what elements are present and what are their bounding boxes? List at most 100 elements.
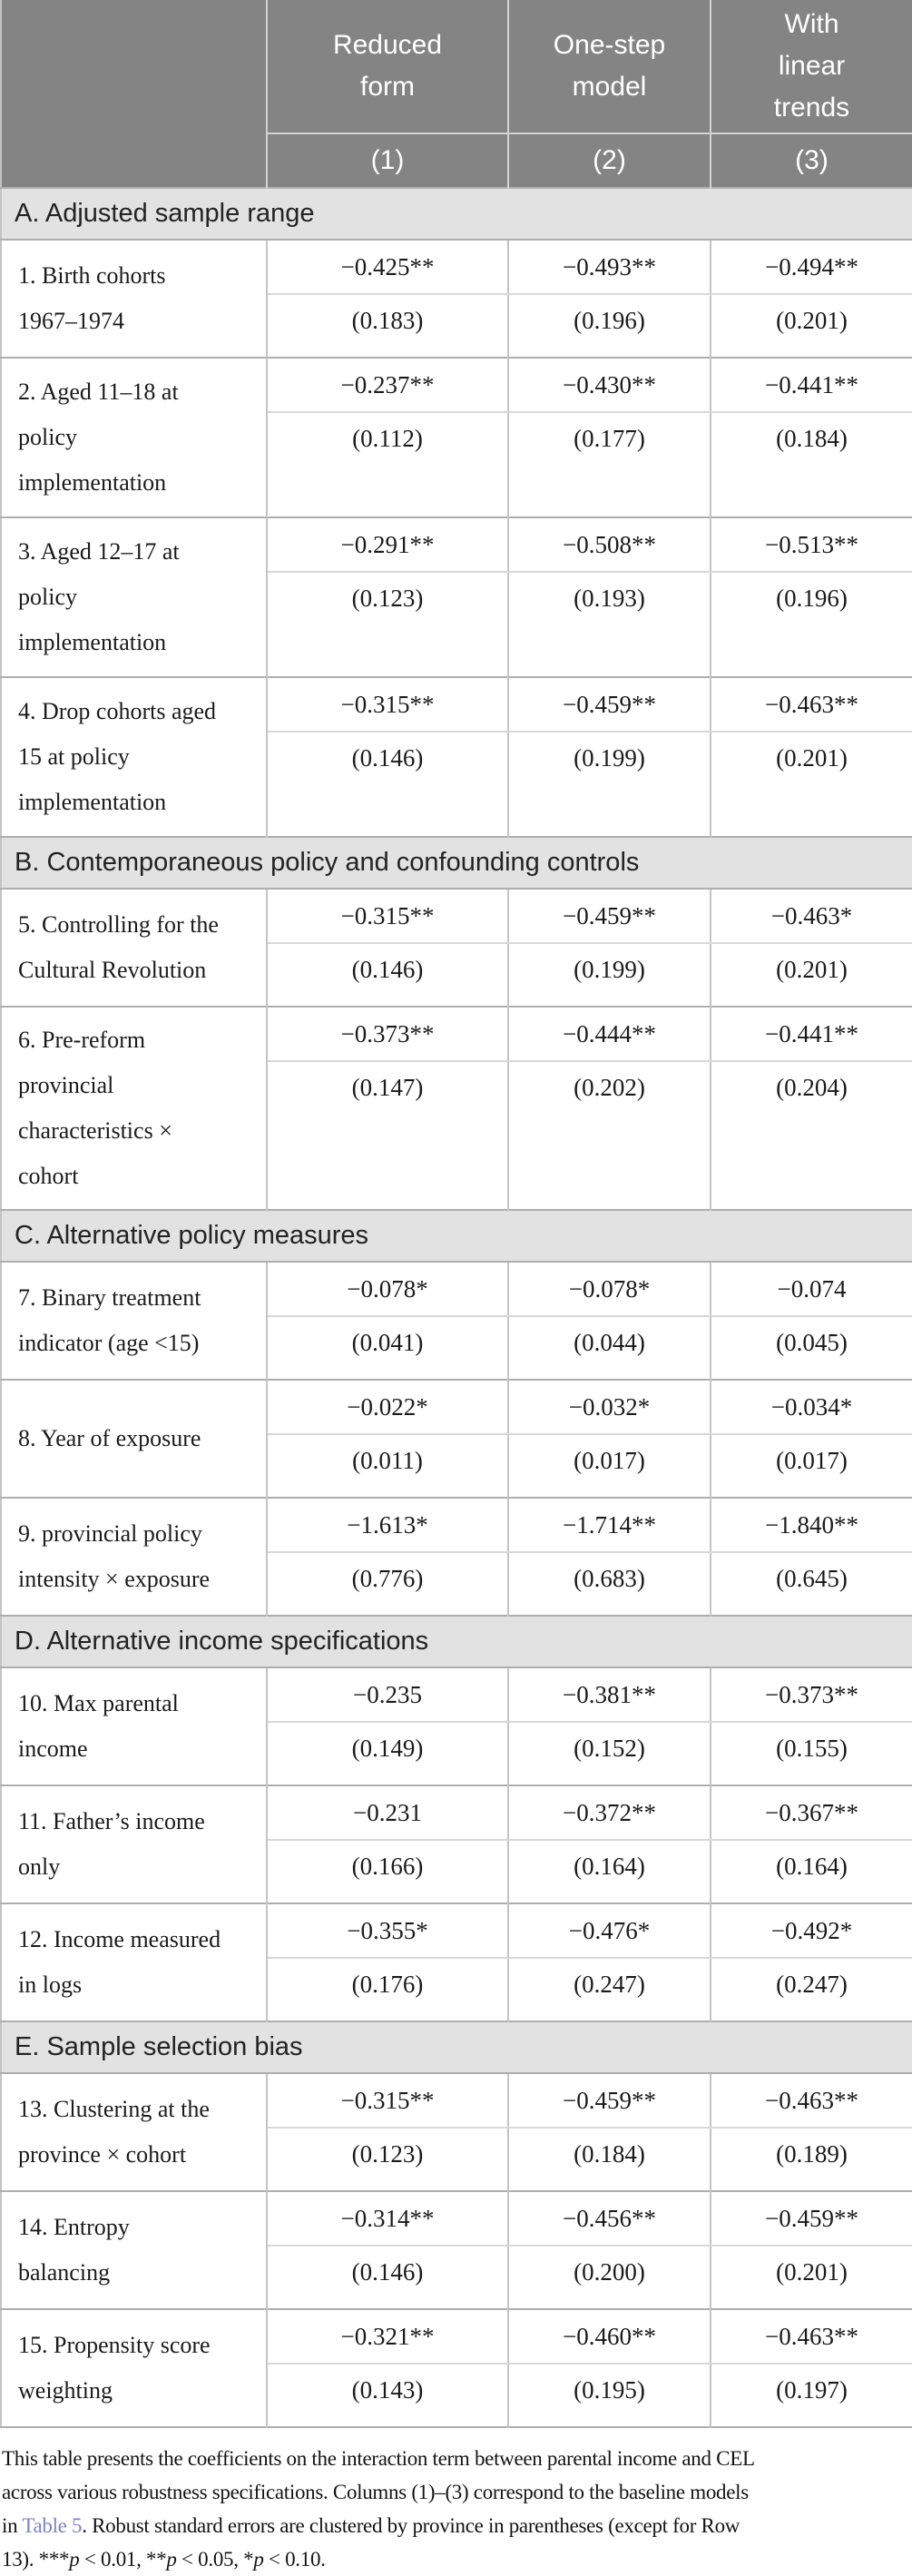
row-label: 2. Aged 11–18 at policy implementation [1, 357, 268, 517]
row-label: 11. Father’s income only [1, 1785, 268, 1903]
coefficient-cell: −0.373** [711, 1667, 912, 1723]
table-5-link[interactable]: Table 5 [22, 2514, 83, 2537]
std-error-row: (0.123) (0.193) (0.196) [1, 572, 912, 677]
row-label-text: 11. Father’s income only [18, 1808, 205, 1880]
row-label: 13. Clustering at the province × cohort [1, 2072, 268, 2191]
row-label-text: 10. Max parental income [18, 1690, 179, 1762]
std-error-cell: (0.204) [711, 1061, 912, 1210]
table-header: Reduced form One-step model With linear … [1, 0, 912, 188]
coefficient-cell: −1.840** [711, 1497, 912, 1553]
table-row: 12. Income measured in logs −0.355* −0.476… [1, 1903, 912, 2021]
std-error-cell: (0.193) [508, 572, 711, 677]
row-label-text: 14. Entropy balancing [18, 2214, 130, 2286]
row-label-text: 1. Birth cohorts 1967–1974 [18, 262, 166, 334]
std-error-cell: (0.146) [267, 732, 509, 837]
coefficient-cell: −0.315** [267, 676, 509, 732]
std-error-row: (0.123) (0.184) (0.189) [1, 2128, 912, 2191]
std-error-cell: (0.683) [508, 1552, 711, 1616]
row-label-text: 8. Year of exposure [18, 1425, 201, 1451]
std-error-cell: (0.166) [267, 1840, 509, 1903]
std-error-cell: (0.152) [508, 1722, 711, 1785]
footnote-text: p [253, 2548, 264, 2571]
std-error-row: (0.776) (0.683) (0.645) [1, 1552, 912, 1616]
coefficient-cell: −1.613* [267, 1497, 509, 1553]
std-error-cell: (0.201) [711, 294, 912, 358]
row-label: 3. Aged 12–17 at policy implementation [1, 516, 268, 677]
std-error-cell: (0.199) [508, 943, 711, 1007]
coefficient-cell: −0.291** [267, 516, 509, 573]
coefficient-cell: −0.373** [267, 1006, 509, 1062]
coefficient-cell: −0.513** [711, 516, 912, 573]
std-error-cell: (0.176) [267, 1958, 509, 2021]
coefficient-cell: −0.367** [711, 1785, 912, 1841]
std-error-cell: (0.201) [711, 943, 912, 1007]
coefficient-cell: −0.355* [267, 1903, 509, 1959]
coefficient-cell: −0.022* [267, 1379, 509, 1435]
footnote-text: < 0.01, ** [79, 2548, 167, 2571]
footnote-text: < 0.05, * [176, 2548, 254, 2571]
row-label: 10. Max parental income [1, 1667, 268, 1785]
table-body: A. Adjusted sample range 1. Birth cohorts… [1, 187, 912, 2427]
std-error-cell: (0.196) [711, 572, 912, 677]
coefficient-cell: −0.237** [267, 357, 509, 413]
section-header: B. Contemporaneous policy and confoundin… [1, 836, 912, 890]
coefficient-cell: −0.463** [711, 2072, 912, 2129]
row-label: 6. Pre-reform provincial characteristics… [1, 1006, 268, 1210]
table-row: 13. Clustering at the province × cohort −… [1, 2072, 912, 2191]
coefficient-cell: −0.078* [267, 1261, 509, 1317]
coefficient-cell: −0.444** [508, 1006, 711, 1062]
std-error-cell: (0.189) [711, 2128, 912, 2191]
coefficient-cell: −0.381** [508, 1667, 711, 1723]
std-error-cell: (0.123) [267, 2128, 509, 2191]
table-row: 10. Max parental income −0.235 −0.381** −0.… [1, 1667, 912, 1785]
row-label: 9. provincial policy intensity × exposur… [1, 1497, 268, 1616]
table-row: 6. Pre-reform provincial characteristics… [1, 1006, 912, 1210]
std-error-cell: (0.164) [711, 1840, 912, 1903]
robustness-table: Reduced form One-step model With linear … [0, 0, 912, 2428]
std-error-cell: (0.017) [711, 1434, 912, 1498]
footnote-text: p [166, 2548, 177, 2571]
std-error-cell: (0.247) [711, 1958, 912, 2021]
table-row: 11. Father’s income only −0.231 −0.372** −0… [1, 1785, 912, 1903]
row-label-text: 7. Binary treatment indicator (age <15) [18, 1284, 201, 1356]
std-error-cell: (0.041) [267, 1316, 509, 1380]
coefficient-cell: −0.314** [267, 2190, 509, 2247]
coefficient-cell: −0.459** [508, 888, 711, 944]
coefficient-cell: −0.492* [711, 1903, 912, 1959]
row-label: 7. Binary treatment indicator (age <15) [1, 1261, 268, 1380]
std-error-cell: (0.196) [508, 294, 711, 358]
coefficient-cell: −0.425** [267, 239, 509, 295]
std-error-row: (0.011) (0.017) (0.017) [1, 1434, 912, 1498]
section-band: E. Sample selection bias [1, 2020, 912, 2074]
std-error-row: (0.146) (0.199) (0.201) [1, 732, 912, 837]
coefficient-cell: −0.032* [508, 1379, 711, 1435]
row-label-text: 2. Aged 11–18 at policy implementation [18, 379, 179, 496]
std-error-row: (0.183) (0.196) (0.201) [1, 294, 912, 358]
std-error-cell: (0.149) [267, 1722, 509, 1785]
std-error-cell: (0.195) [508, 2364, 711, 2427]
table-row: 14. Entropy balancing −0.314** −0.456** −0.… [1, 2190, 912, 2309]
std-error-cell: (0.147) [267, 1061, 509, 1210]
std-error-cell: (0.146) [267, 2246, 509, 2309]
coefficient-cell: −0.231 [267, 1785, 509, 1841]
std-error-cell: (0.202) [508, 1061, 711, 1210]
coefficient-cell: −1.714** [508, 1497, 711, 1553]
coefficient-cell: −0.034* [711, 1379, 912, 1435]
row-label-text: 6. Pre-reform provincial characteristics… [18, 1027, 172, 1189]
table-row: 4. Drop cohorts aged 15 at policy implem… [1, 676, 912, 837]
coefficient-cell: −0.463* [711, 888, 912, 944]
table-row: 7. Binary treatment indicator (age <15) −… [1, 1261, 912, 1380]
coefficient-cell: −0.430** [508, 357, 711, 413]
coefficient-cell: −0.463** [711, 2308, 912, 2365]
std-error-cell: (0.045) [711, 1316, 912, 1380]
std-error-row: (0.041) (0.044) (0.045) [1, 1316, 912, 1380]
row-label: 5. Controlling for the Cultural Revoluti… [1, 888, 268, 1007]
section-header: E. Sample selection bias [1, 2020, 912, 2074]
row-label-text: 12. Income measured in logs [18, 1926, 221, 1998]
std-error-cell: (0.199) [508, 732, 711, 837]
std-error-row: (0.146) (0.199) (0.201) [1, 943, 912, 1007]
std-error-row: (0.146) (0.200) (0.201) [1, 2246, 912, 2309]
footnote-text: p [69, 2548, 80, 2571]
coefficient-cell: −0.074 [711, 1261, 912, 1317]
